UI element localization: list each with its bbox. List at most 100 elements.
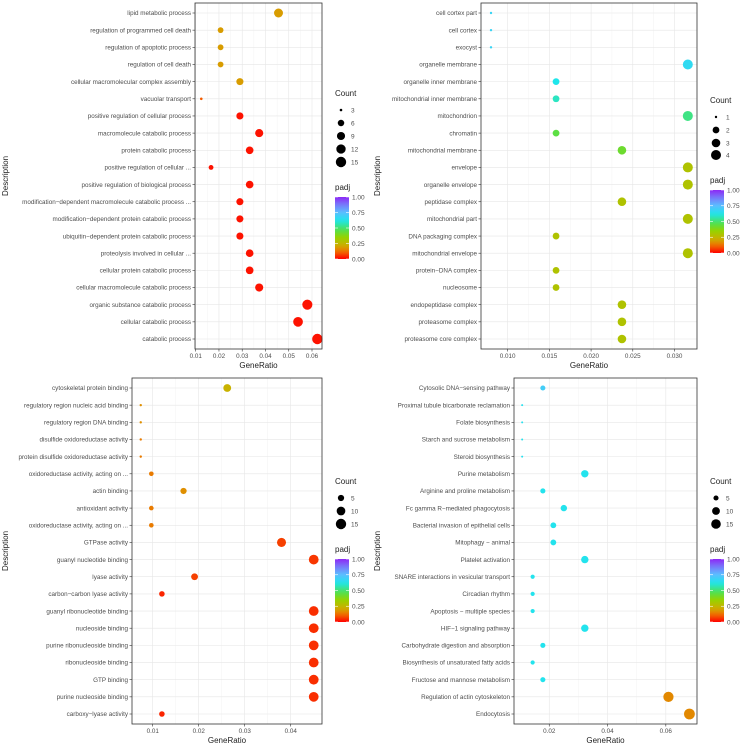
plot-border — [480, 2, 698, 350]
data-point — [180, 487, 187, 495]
data-point — [552, 284, 560, 291]
data-point — [489, 46, 493, 49]
plot-border — [194, 2, 323, 350]
count-legend-label: 6 — [351, 120, 355, 127]
data-point — [139, 403, 142, 407]
y-tick-label: regulatory region nucleic acid binding — [24, 402, 128, 409]
data-point — [236, 215, 244, 223]
y-tick-label: peptidase complex — [424, 199, 477, 206]
padj-legend-label: 0.75 — [727, 572, 740, 579]
y-tick-label: catabolic process — [142, 336, 191, 343]
data-point — [682, 213, 693, 224]
y-tick-label: mitochondrial part — [427, 216, 477, 223]
padj-legend-label: 0.50 — [352, 588, 365, 595]
padj-legend-label: 0.25 — [352, 604, 365, 611]
count-legend-dot — [711, 138, 721, 148]
count-legend-title: Count — [710, 96, 732, 105]
y-tick-label: protein−DNA complex — [416, 268, 478, 275]
data-point — [530, 608, 535, 614]
padj-legend-label: 0.50 — [727, 219, 740, 226]
y-tick-label: Folate biosynthesis — [456, 420, 510, 427]
y-tick-label: cellular macromolecular complex assembly — [71, 79, 192, 86]
y-tick-label: chromatin — [449, 130, 477, 137]
data-point — [236, 78, 244, 86]
data-point — [245, 266, 254, 275]
count-legend-label: 3 — [726, 140, 730, 147]
y-tick-label: carbon−carbon lyase activity — [48, 591, 128, 598]
y-tick-label: oxidoreductase activity, acting on ... — [29, 471, 129, 478]
data-point — [560, 504, 568, 512]
data-point — [139, 421, 142, 424]
y-tick-label: modification−dependent protein catabolic… — [53, 216, 191, 223]
data-point — [617, 145, 627, 155]
y-tick-label: purine ribonucleoside binding — [46, 643, 128, 650]
y-tick-label: mitochondrial membrane — [408, 147, 478, 154]
data-point — [308, 554, 319, 565]
count-legend-dot — [339, 108, 343, 112]
y-tick-label: regulation of cell death — [128, 62, 192, 69]
y-tick-label: GTPase activity — [84, 540, 129, 547]
y-tick-label: Circadian rhythm — [462, 591, 510, 598]
padj-legend-label: 1.00 — [727, 556, 740, 563]
x-tick-label: 0.04 — [285, 728, 298, 735]
y-tick-label: ubiquitin−dependent protein catabolic pr… — [63, 233, 191, 240]
y-tick-label: HIF−1 signaling pathway — [441, 625, 511, 632]
padj-legend-title: padj — [710, 176, 725, 185]
padj-legend-title: padj — [335, 545, 350, 554]
y-tick-label: SNARE interactions in vesicular transpor… — [395, 574, 511, 581]
count-legend-dot — [714, 115, 718, 119]
padj-legend-label: 0.00 — [352, 619, 365, 626]
y-tick-label: envelope — [451, 165, 477, 172]
data-point — [308, 674, 319, 685]
y-tick-label: regulation of apoptotic process — [105, 45, 191, 52]
y-tick-label: Mitophagy − animal — [455, 540, 510, 547]
x-tick-label: 0.03 — [236, 353, 249, 360]
data-point — [521, 455, 524, 458]
x-tick-label: 0.010 — [500, 353, 516, 360]
data-point — [308, 657, 319, 668]
count-legend-dot — [336, 131, 346, 141]
padj-legend-label: 0.25 — [727, 235, 740, 242]
padj-legend-title: padj — [335, 183, 350, 192]
y-tick-label: cell cortex — [449, 27, 478, 34]
padj-colorbar — [710, 190, 724, 253]
count-legend-dot — [336, 506, 346, 516]
y-tick-label: Apoptosis − multiple species — [430, 608, 510, 615]
count-legend-dot — [337, 494, 345, 502]
y-tick-label: endopeptidase complex — [410, 302, 477, 309]
x-axis-title: GeneRatio — [239, 361, 278, 370]
count-legend-label: 4 — [726, 152, 730, 159]
padj-legend-label: 1.00 — [352, 556, 365, 563]
y-tick-label: macromolecule catabolic process — [98, 130, 191, 137]
x-tick-label: 0.04 — [601, 728, 614, 735]
y-tick-label: cytoskeletal protein binding — [52, 385, 128, 392]
y-tick-label: positive regulation of cellular process — [88, 113, 191, 120]
data-point — [308, 640, 319, 651]
y-tick-label: vacuolar transport — [141, 96, 192, 103]
x-tick-label: 0.02 — [543, 728, 556, 735]
data-point — [149, 505, 154, 511]
count-legend-label: 15 — [351, 159, 359, 166]
data-point — [236, 112, 244, 120]
y-tick-label: regulatory region DNA binding — [44, 420, 129, 427]
dot-plot-svg: lipid metabolic process regulation of pro… — [1, 2, 365, 370]
x-tick-label: 0.01 — [147, 728, 160, 735]
y-tick-label: Purine metabolism — [458, 471, 510, 478]
y-axis-title: Description — [1, 156, 10, 196]
data-point — [191, 573, 198, 581]
data-point — [236, 232, 244, 240]
panel-molecular-function: cytoskeletal protein binding regulatory r… — [0, 372, 371, 751]
data-point — [682, 110, 693, 121]
panel-kegg-pathway: Cytosolic DNA−sensing pathway Proximal tu… — [372, 372, 743, 751]
y-tick-label: nucleosome — [443, 285, 477, 292]
data-point — [552, 266, 560, 274]
count-legend-dot — [711, 519, 721, 529]
y-tick-label: protein catabolic process — [121, 147, 191, 154]
x-tick-label: 0.020 — [583, 353, 599, 360]
y-tick-label: lipid metabolic process — [127, 10, 191, 17]
y-tick-label: mitochondrial envelope — [412, 250, 477, 257]
x-axis-title: GeneRatio — [208, 736, 247, 745]
panel-biological-process: lipid metabolic process regulation of pro… — [0, 0, 371, 377]
y-tick-label: antioxidant activity — [77, 505, 129, 512]
data-point — [223, 384, 232, 392]
